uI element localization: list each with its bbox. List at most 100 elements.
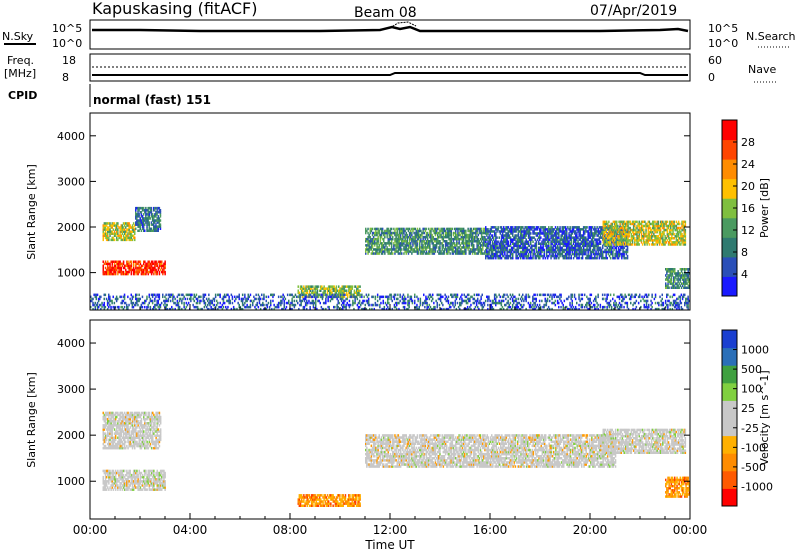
heatmap-cell (154, 206, 156, 210)
heatmap-cell (441, 231, 443, 235)
heatmap-cell (532, 230, 534, 233)
heatmap-cell (575, 244, 577, 248)
heatmap-cell (163, 299, 165, 303)
heatmap-cell (439, 246, 441, 249)
heatmap-cell (469, 252, 472, 255)
heatmap-cell (130, 234, 133, 237)
heatmap-cell (397, 242, 400, 245)
heatmap-cell (586, 242, 588, 245)
heatmap-cell (380, 301, 382, 305)
heatmap-cell (457, 248, 459, 251)
heatmap-cell (147, 215, 149, 218)
heatmap-cell (149, 209, 152, 212)
heatmap-cell (404, 248, 406, 251)
heatmap-cell (564, 252, 567, 256)
heatmap-cell (380, 242, 383, 245)
heatmap-cell (304, 295, 307, 299)
heatmap-cell (578, 226, 580, 229)
heatmap-cell (169, 295, 172, 299)
heatmap-cell (640, 241, 643, 244)
heatmap-cell (105, 222, 108, 225)
heatmap-cell (110, 266, 112, 270)
heatmap-cell (537, 250, 540, 254)
heatmap-cell (677, 226, 680, 230)
heatmap-cell (638, 220, 640, 224)
heatmap-cell (439, 242, 441, 245)
heatmap-cell (240, 297, 243, 301)
heatmap-cell (341, 295, 343, 299)
heatmap-cell (399, 229, 402, 233)
heatmap-cell (549, 252, 551, 256)
heatmap-cell (620, 244, 622, 248)
heatmap-cell (142, 221, 145, 224)
heatmap-cell (393, 227, 395, 231)
heatmap-cell (579, 236, 581, 239)
heatmap-cell (671, 284, 674, 287)
heatmap-cell (140, 272, 143, 276)
heatmap-cell (244, 301, 246, 305)
heatmap-cell (609, 232, 611, 236)
heatmap-cell (475, 252, 477, 255)
heatmap-cell (431, 235, 433, 239)
heatmap-cell (599, 234, 602, 237)
heatmap-cell (320, 295, 322, 299)
heatmap-cell (531, 238, 533, 241)
heatmap-cell (389, 293, 391, 297)
heatmap-cell (626, 232, 628, 236)
heatmap-cell (382, 301, 384, 305)
heatmap-cell (255, 293, 257, 297)
heatmap-cell (675, 224, 678, 228)
heatmap-cell (107, 238, 109, 242)
heatmap-cell (151, 293, 154, 297)
heatmap-cell (380, 233, 383, 237)
heatmap-cell (533, 230, 535, 233)
heatmap-cell (488, 240, 490, 243)
heatmap-cell (503, 228, 505, 231)
heatmap-cell (414, 237, 416, 241)
heatmap-cell (524, 250, 526, 254)
heatmap-cell (558, 252, 560, 256)
heatmap-cell (153, 221, 155, 224)
heatmap-cell (503, 246, 505, 250)
heatmap-cell (550, 226, 552, 229)
heatmap-cell (142, 301, 145, 305)
heatmap-cell (310, 295, 312, 299)
heatmap-cell (464, 235, 466, 239)
heatmap-cell (397, 237, 400, 241)
heatmap-cell (384, 231, 386, 235)
heatmap-cell (387, 305, 389, 309)
heatmap-cell (489, 228, 491, 231)
heatmap-cell (657, 224, 660, 228)
heatmap-cell (403, 252, 405, 255)
heatmap-cell (101, 301, 103, 305)
heatmap-cell (558, 246, 560, 250)
heatmap-cell (551, 226, 553, 229)
heatmap-cell (104, 228, 107, 231)
heatmap-cell (678, 274, 680, 277)
heatmap-cell (490, 252, 493, 256)
heatmap-cell (144, 209, 146, 212)
heatmap-cell (509, 244, 512, 248)
heatmap-cell (645, 228, 647, 232)
heatmap-cell (405, 242, 407, 245)
heatmap-cell (312, 293, 315, 297)
heatmap-cell (377, 237, 379, 241)
heatmap-cell (139, 268, 142, 272)
heatmap-cell (330, 285, 332, 288)
heatmap-cell (684, 239, 687, 242)
heatmap-cell (519, 236, 522, 239)
heatmap-cell (548, 244, 550, 248)
heatmap-cell (156, 206, 158, 210)
heatmap-cell (457, 242, 459, 245)
heatmap-cell (668, 232, 671, 236)
heatmap-cell (618, 250, 621, 254)
heatmap-cell (131, 238, 134, 242)
heatmap-cell (430, 227, 432, 231)
heatmap-cell (438, 231, 440, 235)
heatmap-cell (323, 285, 325, 288)
heatmap-cell (534, 228, 536, 231)
station-title: Kapuskasing (fitACF) (92, 0, 257, 18)
heatmap-cell (522, 254, 524, 258)
heatmap-cell (155, 215, 157, 218)
heatmap-cell (111, 226, 113, 229)
